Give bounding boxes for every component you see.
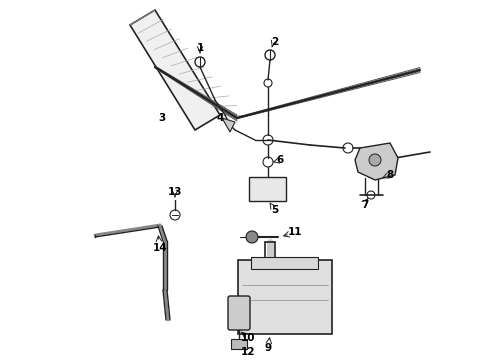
Text: 7: 7 (361, 200, 368, 210)
Text: 8: 8 (387, 170, 393, 180)
Text: 1: 1 (196, 43, 204, 53)
Text: 12: 12 (241, 347, 255, 357)
Polygon shape (222, 118, 235, 132)
Text: 10: 10 (241, 333, 255, 343)
FancyBboxPatch shape (249, 177, 286, 201)
Text: 11: 11 (288, 227, 302, 237)
Text: 2: 2 (271, 37, 279, 47)
FancyBboxPatch shape (251, 257, 318, 269)
Text: 9: 9 (265, 343, 271, 353)
Text: 6: 6 (276, 155, 284, 165)
Text: 5: 5 (271, 205, 279, 215)
FancyBboxPatch shape (228, 296, 250, 330)
Text: 4: 4 (216, 113, 224, 123)
Text: 13: 13 (168, 187, 182, 197)
Text: 14: 14 (153, 243, 167, 253)
Circle shape (246, 231, 258, 243)
Text: 3: 3 (158, 113, 166, 123)
Polygon shape (130, 10, 220, 130)
FancyBboxPatch shape (231, 339, 247, 349)
Polygon shape (355, 143, 398, 180)
Circle shape (369, 154, 381, 166)
FancyBboxPatch shape (238, 260, 332, 334)
